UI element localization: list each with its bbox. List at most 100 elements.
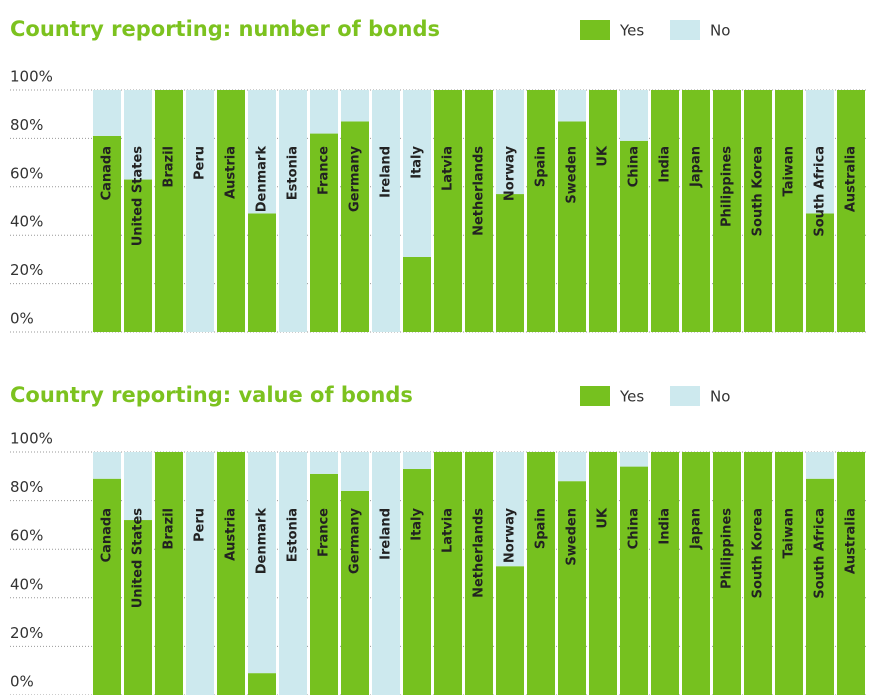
- bar-segment: [775, 452, 803, 695]
- bar-segment: [341, 452, 369, 491]
- bar-segment: [651, 452, 679, 695]
- bar-segment: [558, 452, 586, 482]
- bar-segment: [713, 452, 741, 695]
- category-label: South Africa: [813, 146, 828, 237]
- legend-swatch: [670, 386, 700, 406]
- bar-segment: [93, 452, 121, 479]
- category-label: Ireland: [379, 146, 394, 198]
- bar-segment: [403, 469, 431, 695]
- bar-segment: [279, 90, 307, 332]
- category-label: Spain: [534, 146, 549, 187]
- bar-segment: [248, 90, 276, 214]
- bar-segment: [837, 90, 865, 332]
- bar-segment: [558, 481, 586, 695]
- category-label: Italy: [410, 507, 425, 540]
- category-label: Peru: [193, 508, 208, 542]
- bar-segment: [310, 452, 338, 474]
- category-label: Austria: [224, 508, 239, 561]
- bar-segment: [434, 452, 462, 695]
- bar-segment: [124, 179, 152, 332]
- bar-segment: [589, 90, 617, 332]
- category-label: Philippines: [720, 508, 735, 589]
- y-tick-label: 20%: [10, 261, 43, 279]
- bar-segment: [496, 452, 524, 567]
- legend-label: No: [710, 22, 730, 40]
- category-label: Canada: [100, 508, 115, 562]
- bar-segment: [248, 673, 276, 695]
- bar-segment: [620, 140, 648, 332]
- legend-swatch: [580, 20, 610, 40]
- bar-segment: [341, 90, 369, 122]
- category-label: UK: [596, 145, 611, 167]
- category-label: Denmark: [255, 508, 270, 575]
- bar-segment: [279, 452, 307, 695]
- y-tick-label: 40%: [10, 213, 43, 231]
- category-label: South Korea: [751, 146, 766, 236]
- bar-segment: [496, 90, 524, 195]
- category-label: Germany: [348, 145, 363, 211]
- bar-segment: [217, 90, 245, 332]
- bar-segment: [93, 90, 121, 136]
- bar-segment: [248, 452, 276, 674]
- chart-title: Country reporting: number of bonds: [10, 17, 440, 41]
- category-label: Latvia: [441, 146, 456, 191]
- bar-segment: [434, 90, 462, 332]
- category-label: Denmark: [255, 146, 270, 213]
- category-label: India: [658, 146, 673, 183]
- bar-segment: [682, 452, 710, 695]
- bar-segment: [620, 452, 648, 467]
- category-label: South Africa: [813, 508, 828, 599]
- bar-segment: [837, 452, 865, 695]
- category-label: Estonia: [286, 508, 301, 562]
- y-tick-label: 100%: [10, 68, 53, 86]
- category-label: Sweden: [565, 146, 580, 204]
- bar-segment: [155, 452, 183, 695]
- bar-segment: [186, 452, 214, 695]
- category-label: France: [317, 508, 332, 557]
- category-label: Taiwan: [782, 508, 797, 558]
- legend-swatch: [580, 386, 610, 406]
- legend-label: No: [710, 388, 730, 406]
- bar-segment: [341, 121, 369, 333]
- bar-segment: [496, 194, 524, 332]
- category-label: Japan: [689, 508, 704, 550]
- y-tick-label: 60%: [10, 527, 43, 545]
- category-label: Latvia: [441, 508, 456, 553]
- bar-segment: [620, 90, 648, 141]
- category-label: Australia: [844, 508, 859, 574]
- bar-segment: [558, 121, 586, 333]
- category-label: Australia: [844, 146, 859, 212]
- bar-segment: [496, 566, 524, 695]
- legend-label: Yes: [619, 22, 644, 40]
- category-label: Netherlands: [472, 508, 487, 598]
- category-label: Taiwan: [782, 146, 797, 196]
- bar-segment: [155, 90, 183, 332]
- y-tick-label: 80%: [10, 478, 43, 496]
- y-tick-label: 80%: [10, 116, 43, 134]
- bar-segment: [93, 135, 121, 332]
- category-label: France: [317, 146, 332, 195]
- bar-segment: [806, 478, 834, 695]
- bar-segment: [465, 90, 493, 332]
- category-label: India: [658, 508, 673, 545]
- category-label: Brazil: [162, 508, 177, 550]
- category-label: South Korea: [751, 508, 766, 598]
- category-label: Netherlands: [472, 146, 487, 236]
- category-label: Japan: [689, 146, 704, 188]
- bar-segment: [620, 466, 648, 695]
- category-label: China: [627, 508, 642, 549]
- bar-segment: [527, 90, 555, 332]
- category-label: United States: [131, 146, 146, 247]
- category-label: Estonia: [286, 146, 301, 200]
- bar-segment: [217, 452, 245, 695]
- y-tick-label: 60%: [10, 164, 43, 182]
- bar-segment: [558, 90, 586, 122]
- bar-segment: [744, 452, 772, 695]
- category-label: Sweden: [565, 508, 580, 566]
- category-label: Peru: [193, 146, 208, 180]
- category-label: China: [627, 146, 642, 187]
- category-label: Philippines: [720, 146, 735, 227]
- bar-segment: [186, 90, 214, 332]
- category-label: Norway: [503, 145, 518, 201]
